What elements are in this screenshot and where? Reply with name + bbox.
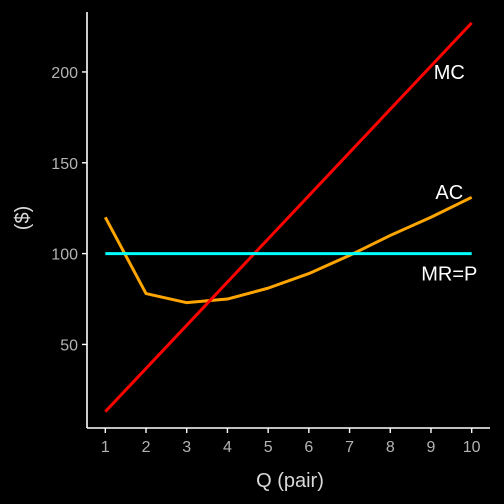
x-tick-label: 9 [427, 439, 436, 456]
x-tick-label: 10 [463, 439, 481, 456]
x-tick-label: 4 [223, 439, 232, 456]
axes: 1 2 3 4 5 6 7 8 9 10 50 100 150 200 [51, 12, 490, 456]
x-tick-label: 5 [264, 439, 273, 456]
x-tick-label: 1 [101, 439, 110, 456]
x-axis-title: Q (pair) [256, 470, 324, 492]
x-tick-label: 8 [386, 439, 395, 456]
y-axis-title: ($) [12, 206, 34, 230]
annotation-ac: AC [435, 182, 463, 204]
y-tick-label: 150 [51, 156, 78, 173]
series-line-ac [103, 195, 473, 305]
annotation-mr-p: MR=P [421, 264, 477, 286]
series-layer [103, 21, 473, 413]
y-tick-label: 50 [60, 337, 78, 354]
y-tick-label: 200 [51, 65, 78, 82]
x-tick-label: 3 [182, 439, 191, 456]
y-tick-label: 100 [51, 247, 78, 264]
x-tick-label: 6 [304, 439, 313, 456]
annotation-layer: MC AC MR=P [421, 62, 477, 286]
series-line-mc [104, 21, 473, 413]
annotation-mc: MC [434, 62, 465, 84]
x-tick-label: 2 [142, 439, 151, 456]
x-tick-label: 7 [345, 439, 354, 456]
